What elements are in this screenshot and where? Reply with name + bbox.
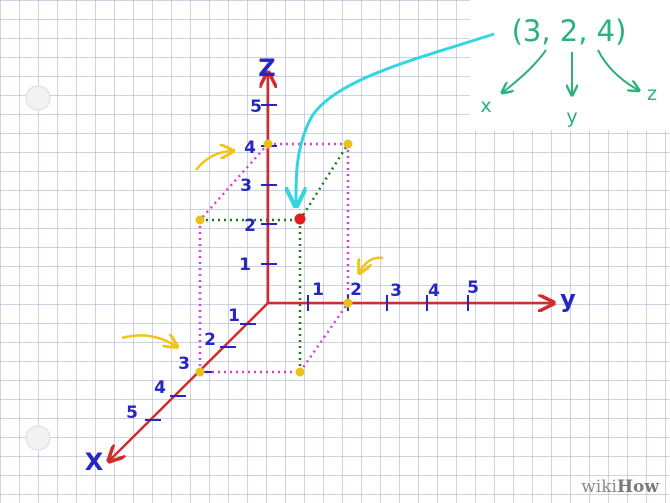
z-tick-label-2: 2	[244, 216, 256, 236]
x-tick-label-3: 3	[178, 354, 190, 374]
vertex-x3	[195, 367, 205, 377]
wikihow-watermark: wikiHow	[581, 477, 659, 497]
branch-label-z: z	[647, 83, 657, 105]
box-edge-bottom-right	[298, 302, 350, 373]
y-tick-label-4: 4	[428, 281, 440, 301]
callout-panel	[470, 0, 670, 130]
box-edge-top-left	[199, 143, 269, 221]
z-tick-label-5: 5	[250, 97, 262, 117]
watermark-wiki: wiki	[581, 477, 617, 497]
z-tick-label-3: 3	[240, 176, 252, 196]
x-axis-label: X	[85, 448, 104, 476]
branch-label-x: x	[480, 95, 491, 117]
callout-branch-labels: x y z	[480, 83, 657, 128]
tick-labels: 1 2 3 4 5 1 2 3 4 5 1 2 3 4 5	[126, 97, 479, 423]
x-tick-label-1: 1	[228, 306, 240, 326]
plotted-point	[294, 213, 306, 225]
tick-marks	[145, 104, 469, 421]
box-vertices	[195, 139, 353, 377]
vertex-x3-z4	[195, 215, 205, 225]
z-tick-label-4: 4	[244, 138, 256, 158]
vertex-z4	[263, 139, 273, 149]
callout-arrow	[296, 32, 495, 204]
branch-arrow-x	[503, 49, 547, 92]
callout-branches	[503, 49, 638, 94]
x-axis-line	[110, 302, 269, 460]
binder-hole-top	[25, 85, 51, 111]
vertex-y2	[343, 298, 353, 308]
z-axis-label: Z	[258, 54, 275, 82]
vertex-y2-z4	[343, 139, 353, 149]
hint-arrow-z4	[195, 151, 232, 171]
hint-arrow-x3	[121, 335, 176, 346]
y-tick-label-1: 1	[312, 280, 324, 300]
coordinate-label: (3, 2, 4)	[512, 14, 627, 48]
x-tick-label-2: 2	[204, 330, 216, 350]
y-tick-label-2: 2	[350, 280, 362, 300]
branch-label-y: y	[566, 106, 577, 128]
hint-arrows	[121, 151, 384, 346]
box-edges	[198, 142, 350, 374]
axis-labels: Z y X	[85, 54, 576, 476]
binder-hole-bottom	[25, 425, 51, 451]
vertex-x3-y2	[295, 367, 305, 377]
x-tick-label-5: 5	[126, 403, 138, 423]
branch-arrow-z	[597, 49, 638, 90]
z-tick-label-1: 1	[239, 255, 251, 275]
y-tick-label-5: 5	[467, 278, 479, 298]
watermark-how: How	[617, 477, 659, 497]
hint-arrow-y2	[360, 256, 384, 272]
y-tick-label-3: 3	[390, 281, 402, 301]
x-tick-label-4: 4	[154, 378, 166, 398]
point-projections	[200, 143, 350, 372]
y-axis-label: y	[560, 285, 576, 313]
